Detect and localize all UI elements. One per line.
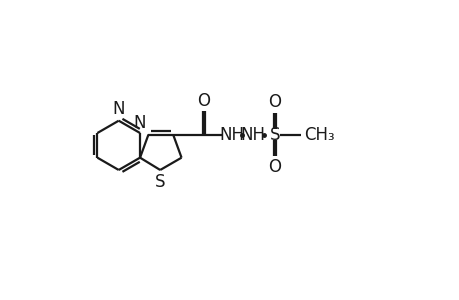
Text: S: S — [269, 125, 280, 143]
Text: N: N — [112, 100, 125, 118]
Text: S: S — [155, 173, 165, 191]
Text: O: O — [197, 92, 210, 110]
Text: NH: NH — [218, 125, 244, 143]
Text: N: N — [134, 114, 146, 132]
Text: CH₃: CH₃ — [303, 125, 334, 143]
Text: NH: NH — [240, 125, 265, 143]
Text: O: O — [268, 93, 280, 111]
Text: O: O — [268, 158, 280, 175]
